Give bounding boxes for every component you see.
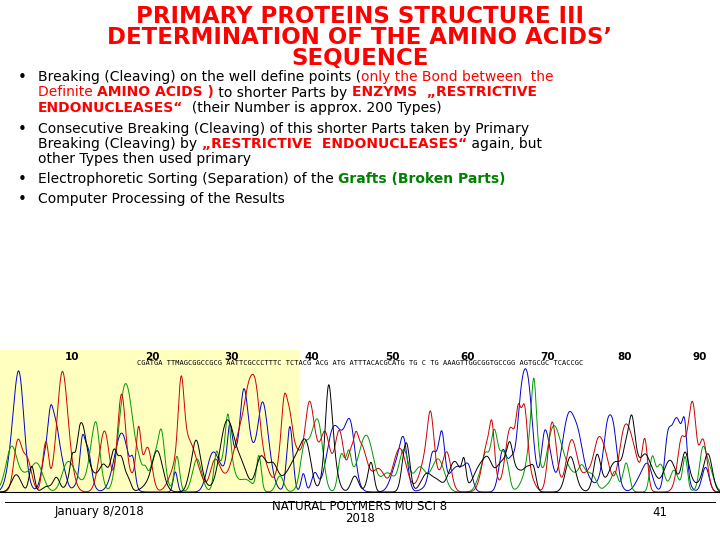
Text: 30: 30 [225, 352, 239, 362]
Text: 50: 50 [384, 352, 400, 362]
Text: Definite: Definite [38, 85, 97, 99]
Bar [0, 350, 299, 492]
Text: AMINO ACIDS ): AMINO ACIDS ) [97, 85, 214, 99]
Text: ENDONUCLEASES“: ENDONUCLEASES“ [38, 101, 184, 115]
Text: Breaking (Cleaving) on the well define points (: Breaking (Cleaving) on the well define p… [38, 70, 361, 84]
Text: 2018: 2018 [345, 511, 375, 524]
Text: •: • [18, 122, 27, 137]
Text: 80: 80 [618, 352, 632, 362]
Text: 40: 40 [305, 352, 319, 362]
Text: „RESTRICTIVE  ENDONUCLEASES“: „RESTRICTIVE ENDONUCLEASES“ [202, 137, 467, 151]
Text: •: • [18, 172, 27, 187]
Text: 70: 70 [541, 352, 555, 362]
Text: Breaking (Cleaving) by: Breaking (Cleaving) by [38, 137, 202, 151]
Text: 10: 10 [65, 352, 79, 362]
Text: ENZYMS  „RESTRICTIVE: ENZYMS „RESTRICTIVE [351, 85, 536, 99]
Text: Consecutive Breaking (Cleaving) of this shorter Parts taken by Primary: Consecutive Breaking (Cleaving) of this … [38, 122, 529, 136]
Text: other Types then used primary: other Types then used primary [38, 152, 251, 166]
Text: Electrophoretic Sorting (Separation) of the: Electrophoretic Sorting (Separation) of … [38, 172, 338, 186]
Text: Computer Processing of the Results: Computer Processing of the Results [38, 192, 284, 206]
Text: (their Number is approx. 200 Types): (their Number is approx. 200 Types) [184, 101, 442, 115]
Text: to shorter Parts by: to shorter Parts by [214, 85, 351, 99]
Text: •: • [18, 70, 27, 85]
Text: PRIMARY PROTEINS STRUCTURE III: PRIMARY PROTEINS STRUCTURE III [136, 5, 584, 28]
Text: SEQUENCE: SEQUENCE [292, 47, 428, 70]
Text: 90: 90 [693, 352, 707, 362]
Text: •: • [18, 192, 27, 207]
Text: 41: 41 [652, 505, 667, 518]
Text: 20: 20 [145, 352, 159, 362]
Text: 60: 60 [461, 352, 475, 362]
Text: only the Bond between  the: only the Bond between the [361, 70, 554, 84]
Text: Grafts (Broken Parts): Grafts (Broken Parts) [338, 172, 505, 186]
Text: DETERMINATION OF THE AMINO ACIDS’: DETERMINATION OF THE AMINO ACIDS’ [107, 26, 613, 49]
Text: CGATGA TTMAGCGGCCGCG AATTCGCCCTTTC TCTACG ACG ATG ATTTACACGCATG TG C TG AAAGTTGG: CGATGA TTMAGCGGCCGCG AATTCGCCCTTTC TCTAC… [137, 360, 583, 366]
Text: January 8/2018: January 8/2018 [55, 505, 145, 518]
Text: NATURAL POLYMERS MU SCI 8: NATURAL POLYMERS MU SCI 8 [272, 500, 448, 512]
Text: again, but: again, but [467, 137, 541, 151]
